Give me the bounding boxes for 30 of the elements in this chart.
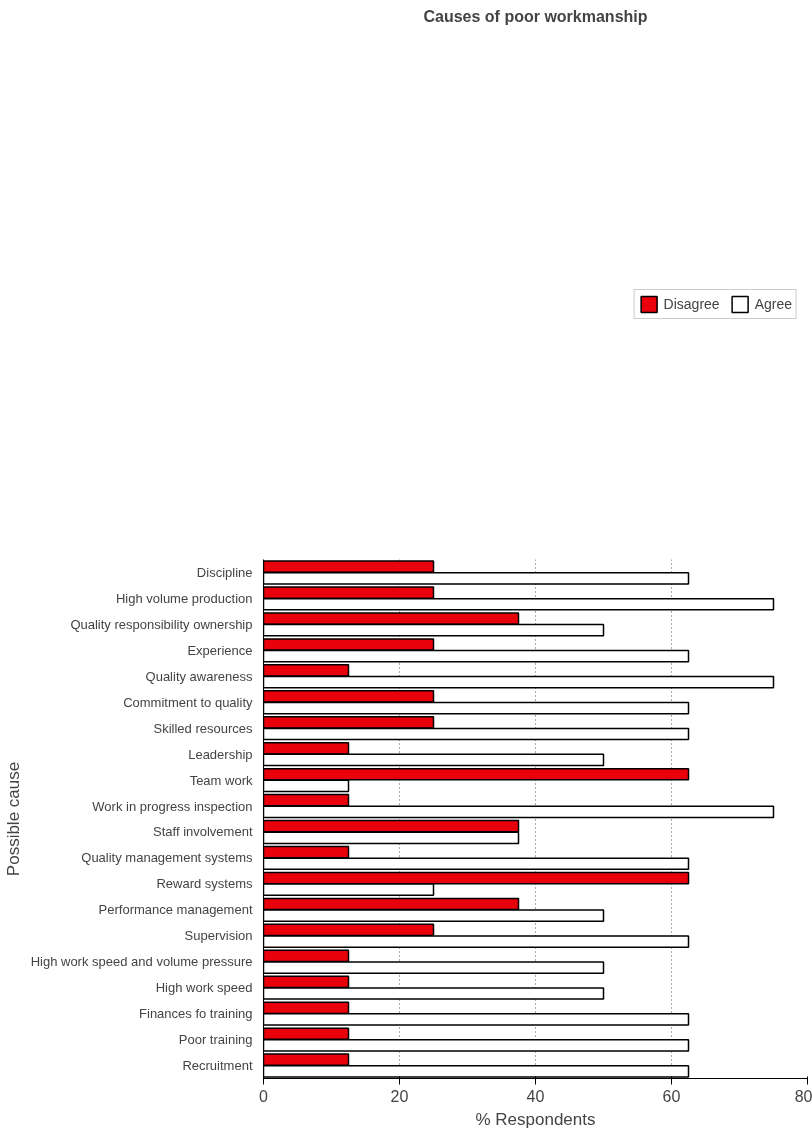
y-tick-label: Quality responsibility ownership — [70, 616, 253, 632]
x-tick-label: 60 — [662, 1087, 681, 1105]
y-tick-label: Staff involvement — [153, 824, 253, 840]
y-axis-title: Possible cause — [3, 761, 23, 877]
y-tick-label: Leadership — [188, 746, 253, 762]
x-axis-title: % Respondents — [475, 1109, 596, 1129]
y-tick-label: Quality awareness — [145, 668, 253, 684]
x-tick-label: 20 — [390, 1087, 409, 1105]
y-tick-label: High work speed — [155, 980, 253, 996]
y-tick-label: Work in progress inspection — [92, 798, 253, 814]
y-tick-label: Experience — [187, 642, 253, 658]
x-tick-label: 0 — [259, 1087, 269, 1105]
chart-title: Causes of poor workmanship — [423, 7, 648, 25]
y-tick-label: Quality management systems — [81, 850, 253, 866]
y-tick-label: Reward systems — [156, 876, 253, 892]
legend-label: Disagree — [663, 296, 720, 312]
y-tick-label: Skilled resources — [153, 720, 253, 736]
y-tick-label: High work speed and volume pressure — [30, 954, 253, 970]
y-tick-label: Team work — [189, 772, 253, 788]
y-tick-label: Poor training — [178, 1032, 253, 1048]
y-tick-label: Recruitment — [182, 1058, 253, 1074]
y-tick-label: Supervision — [184, 928, 253, 944]
y-tick-label: High volume production — [115, 590, 253, 606]
legend-label: Agree — [754, 296, 792, 312]
y-tick-label: Finances fo training — [139, 1006, 253, 1022]
x-tick-label: 80 — [794, 1087, 812, 1105]
x-tick-label: 40 — [526, 1087, 545, 1105]
y-tick-label: Performance management — [98, 902, 253, 918]
y-tick-label: Commitment to quality — [123, 694, 253, 710]
y-tick-label: Discipline — [196, 564, 253, 580]
